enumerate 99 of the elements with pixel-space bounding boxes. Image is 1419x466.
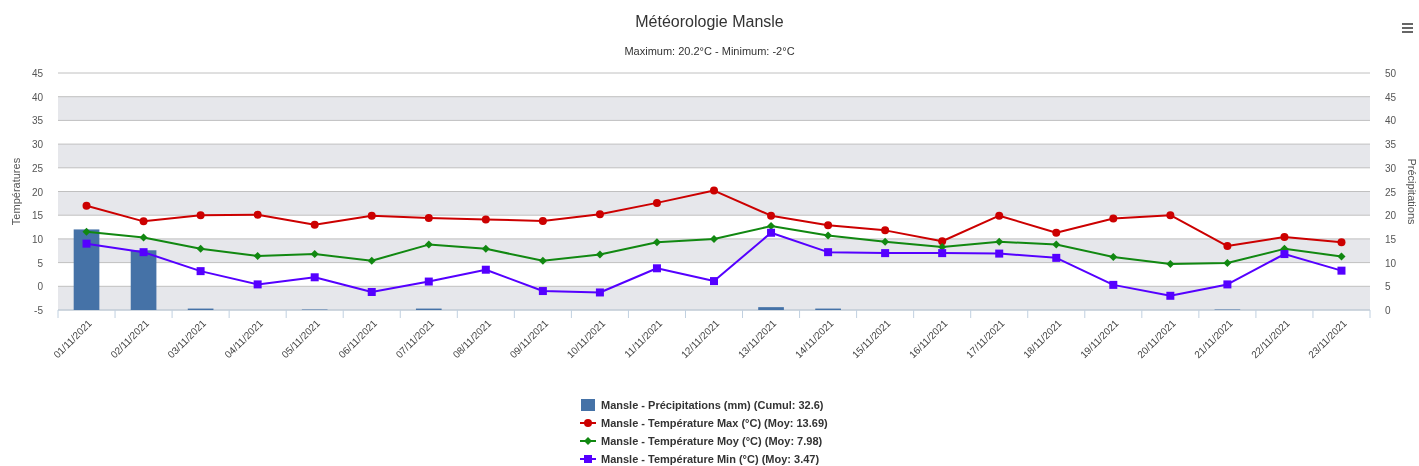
point — [310, 273, 319, 282]
legend-label: Mansle - Température Min (°C) (Moy: 3.47) — [601, 453, 820, 465]
point — [995, 249, 1004, 258]
point — [1337, 252, 1346, 261]
point — [1280, 233, 1289, 241]
point — [881, 226, 890, 235]
y-tick-label: 35 — [31, 115, 44, 127]
point — [995, 237, 1004, 246]
point — [1166, 260, 1175, 269]
point — [1280, 250, 1289, 259]
point — [938, 249, 947, 258]
y-tick-label: 0 — [37, 281, 44, 293]
point — [481, 215, 490, 224]
point — [310, 220, 319, 229]
point — [367, 211, 376, 220]
point — [196, 211, 205, 220]
point — [538, 216, 547, 225]
point — [767, 228, 776, 237]
point — [1052, 253, 1061, 262]
point — [424, 240, 433, 249]
y2-tick-label: 25 — [1385, 186, 1397, 198]
y2-tick-label: 35 — [1385, 139, 1397, 151]
point — [710, 186, 718, 195]
y2-tick-label: 10 — [1385, 257, 1397, 269]
chart-title: Météorologie Mansle — [635, 13, 784, 30]
point — [1052, 228, 1061, 237]
point — [710, 234, 718, 243]
point — [1223, 259, 1232, 268]
point — [595, 250, 604, 259]
y2-tick-label: 45 — [1385, 91, 1397, 103]
point — [881, 237, 890, 246]
point — [1337, 238, 1346, 247]
point — [310, 250, 319, 259]
point — [595, 288, 604, 297]
point — [82, 201, 91, 210]
point — [139, 217, 148, 226]
point — [481, 265, 490, 274]
point — [82, 227, 91, 236]
point — [481, 244, 490, 253]
y-tick-label: 45 — [31, 68, 44, 79]
point — [196, 244, 205, 253]
chart-subtitle: Maximum: 20.2°C - Minimum: -2°C — [624, 45, 795, 57]
y-tick-label: 40 — [31, 91, 44, 103]
y2-tick-label: 15 — [1385, 233, 1397, 245]
y-tick-label: 30 — [31, 139, 44, 151]
bar — [73, 229, 100, 310]
legend-label: Mansle - Température Moy (°C) (Moy: 7.98) — [601, 435, 823, 447]
point — [538, 256, 547, 265]
point — [424, 214, 433, 223]
y2-axis-title: Précipitations — [1406, 158, 1418, 226]
point — [710, 277, 718, 286]
y-tick-label: 25 — [31, 162, 44, 174]
point — [139, 233, 148, 242]
y2-tick-label: 5 — [1385, 281, 1391, 293]
point — [1109, 280, 1118, 289]
y2-tick-label: 30 — [1385, 162, 1397, 174]
point — [938, 237, 947, 246]
bar — [758, 307, 784, 310]
legend-label: Mansle - Température Max (°C) (Moy: 13.69) — [601, 417, 829, 429]
point — [196, 267, 205, 276]
point — [1109, 252, 1118, 261]
y-tick-label: 10 — [31, 233, 44, 245]
bar — [130, 250, 157, 310]
point — [253, 251, 262, 260]
y-tick-label: 5 — [37, 257, 44, 269]
point — [1109, 214, 1118, 223]
point — [538, 287, 547, 296]
point — [824, 248, 833, 257]
point — [82, 239, 91, 248]
point — [1337, 266, 1346, 275]
point — [881, 249, 890, 258]
point — [652, 238, 661, 247]
legend-label: Mansle - Précipitations (mm) (Cumul: 32.6) — [601, 399, 824, 411]
point — [1166, 211, 1175, 220]
point — [367, 256, 376, 265]
point — [824, 231, 833, 240]
y-tick-label: 15 — [31, 210, 44, 222]
point — [1166, 291, 1175, 300]
y2-tick-label: 20 — [1385, 210, 1397, 222]
point — [595, 210, 604, 219]
y2-tick-label: 50 — [1385, 68, 1397, 79]
point — [995, 211, 1004, 220]
point — [824, 221, 833, 230]
point — [652, 264, 661, 273]
y-axis-title: Températures — [10, 157, 22, 226]
point — [767, 211, 776, 220]
y-tick-label: -5 — [34, 305, 44, 316]
point — [253, 280, 262, 289]
y2-tick-label: 40 — [1385, 115, 1397, 127]
point — [1223, 242, 1232, 251]
y2-tick-label: 0 — [1385, 305, 1391, 316]
point — [1052, 240, 1061, 249]
point — [253, 210, 262, 219]
point — [367, 287, 376, 296]
point — [424, 277, 433, 286]
point — [652, 198, 661, 207]
point — [1223, 280, 1232, 289]
point — [139, 248, 148, 257]
y-tick-label: 20 — [31, 186, 44, 198]
